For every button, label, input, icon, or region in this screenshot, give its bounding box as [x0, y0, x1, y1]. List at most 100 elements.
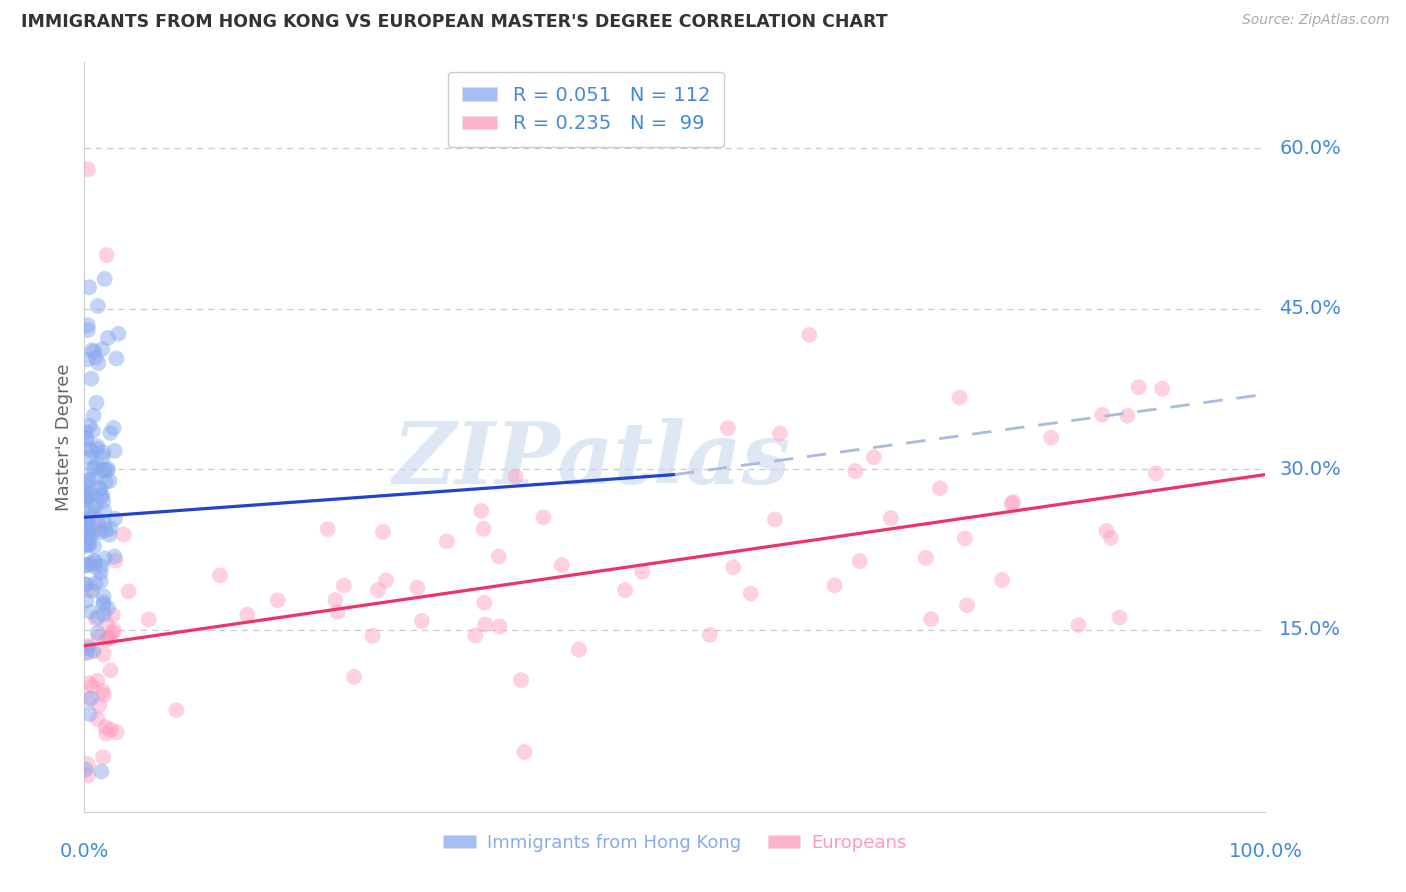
Text: IMMIGRANTS FROM HONG KONG VS EUROPEAN MASTER'S DEGREE CORRELATION CHART: IMMIGRANTS FROM HONG KONG VS EUROPEAN MA… [21, 13, 887, 31]
Point [89, 698, 111, 712]
Point [83, 524, 105, 538]
Point [104, 512, 127, 526]
Point [208, 568, 231, 582]
Point [1152, 382, 1174, 396]
Point [79, 418, 101, 433]
Point [531, 510, 554, 524]
Point [1095, 524, 1118, 538]
Point [91, 489, 114, 503]
Point [98, 528, 121, 542]
Y-axis label: Master's Degree: Master's Degree [55, 363, 73, 511]
Point [76, 352, 98, 367]
Point [100, 664, 122, 678]
Point [83, 554, 105, 568]
Point [75, 539, 97, 553]
Point [105, 725, 128, 739]
Point [75, 577, 97, 591]
Point [104, 553, 127, 567]
Point [86, 610, 108, 624]
Point [91, 450, 114, 464]
Text: 30.0%: 30.0% [1279, 459, 1341, 479]
Point [103, 549, 125, 564]
Point [91, 598, 114, 612]
Point [83, 409, 105, 423]
Point [80, 443, 103, 458]
Text: ZIPatlas: ZIPatlas [394, 417, 792, 501]
Point [76, 318, 98, 333]
Point [86, 513, 108, 527]
Point [89, 525, 111, 540]
Point [94, 463, 117, 477]
Point [91, 342, 114, 356]
Point [84, 555, 107, 569]
Point [79, 676, 101, 690]
Point [75, 431, 97, 445]
Point [470, 504, 492, 518]
Point [799, 327, 821, 342]
Point [94, 720, 117, 734]
Point [769, 426, 792, 441]
Point [488, 619, 510, 633]
Text: 15.0%: 15.0% [1279, 620, 1341, 640]
Point [86, 470, 108, 484]
Point [75, 425, 97, 440]
Point [75, 646, 97, 660]
Point [375, 574, 398, 588]
Point [77, 639, 100, 653]
Point [93, 648, 115, 662]
Point [90, 764, 112, 779]
Point [84, 576, 107, 591]
Point [91, 750, 114, 764]
Point [90, 523, 112, 537]
Point [83, 644, 105, 658]
Point [77, 538, 100, 552]
Point [100, 522, 122, 536]
Point [956, 599, 979, 613]
Point [863, 450, 886, 465]
Point [96, 726, 118, 740]
Point [76, 577, 98, 591]
Point [93, 589, 115, 603]
Point [101, 608, 124, 623]
Point [82, 679, 104, 693]
Point [568, 642, 591, 657]
Point [90, 463, 112, 477]
Point [100, 723, 122, 737]
Point [93, 607, 115, 622]
Point [1067, 618, 1090, 632]
Point [83, 462, 105, 476]
Point [929, 481, 952, 495]
Point [721, 560, 744, 574]
Text: 100.0%: 100.0% [1229, 842, 1302, 862]
Point [717, 421, 740, 435]
Point [84, 351, 107, 365]
Point [948, 391, 970, 405]
Point [86, 673, 108, 688]
Point [80, 372, 103, 386]
Point [740, 586, 762, 600]
Point [91, 684, 114, 698]
Point [844, 464, 866, 478]
Point [77, 162, 100, 177]
Point [631, 565, 654, 579]
Point [76, 529, 98, 543]
Point [77, 473, 100, 487]
Point [77, 323, 100, 337]
Point [90, 490, 112, 504]
Point [83, 539, 105, 553]
Point [1002, 495, 1025, 509]
Point [763, 512, 786, 526]
Point [79, 450, 101, 465]
Point [1128, 380, 1150, 394]
Point [510, 673, 533, 687]
Point [79, 645, 101, 659]
Point [82, 460, 104, 475]
Point [76, 515, 98, 529]
Point [84, 612, 107, 626]
Point [77, 692, 100, 706]
Point [90, 566, 112, 580]
Point [75, 763, 97, 777]
Point [75, 489, 97, 503]
Point [513, 745, 536, 759]
Point [107, 326, 129, 341]
